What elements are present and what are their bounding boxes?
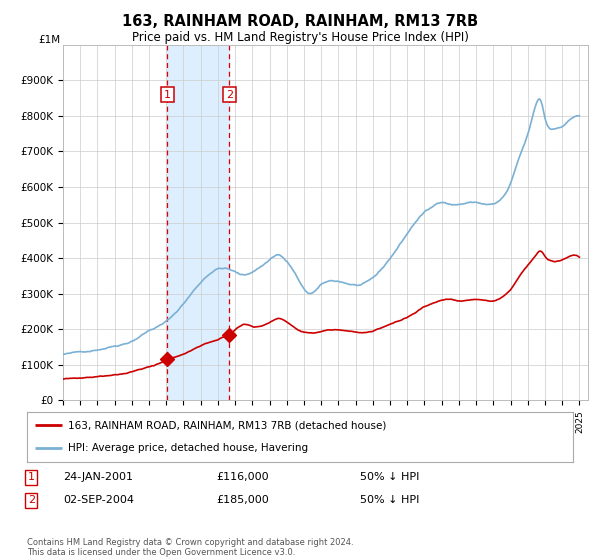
Text: 1: 1: [164, 90, 171, 100]
Text: 1: 1: [28, 472, 35, 482]
Text: 2: 2: [28, 495, 35, 505]
Text: £185,000: £185,000: [216, 495, 269, 505]
Text: 50% ↓ HPI: 50% ↓ HPI: [360, 472, 419, 482]
Text: 163, RAINHAM ROAD, RAINHAM, RM13 7RB: 163, RAINHAM ROAD, RAINHAM, RM13 7RB: [122, 14, 478, 29]
Text: 2: 2: [226, 90, 233, 100]
Text: HPI: Average price, detached house, Havering: HPI: Average price, detached house, Have…: [68, 444, 308, 454]
Text: 24-JAN-2001: 24-JAN-2001: [63, 472, 133, 482]
Text: £1M: £1M: [38, 35, 61, 45]
Text: Price paid vs. HM Land Registry's House Price Index (HPI): Price paid vs. HM Land Registry's House …: [131, 31, 469, 44]
Text: Contains HM Land Registry data © Crown copyright and database right 2024.
This d: Contains HM Land Registry data © Crown c…: [27, 538, 353, 557]
Bar: [167, 45, 229, 400]
Text: 50% ↓ HPI: 50% ↓ HPI: [360, 495, 419, 505]
Text: £116,000: £116,000: [216, 472, 269, 482]
Text: 02-SEP-2004: 02-SEP-2004: [63, 495, 134, 505]
Text: 163, RAINHAM ROAD, RAINHAM, RM13 7RB (detached house): 163, RAINHAM ROAD, RAINHAM, RM13 7RB (de…: [68, 420, 386, 430]
